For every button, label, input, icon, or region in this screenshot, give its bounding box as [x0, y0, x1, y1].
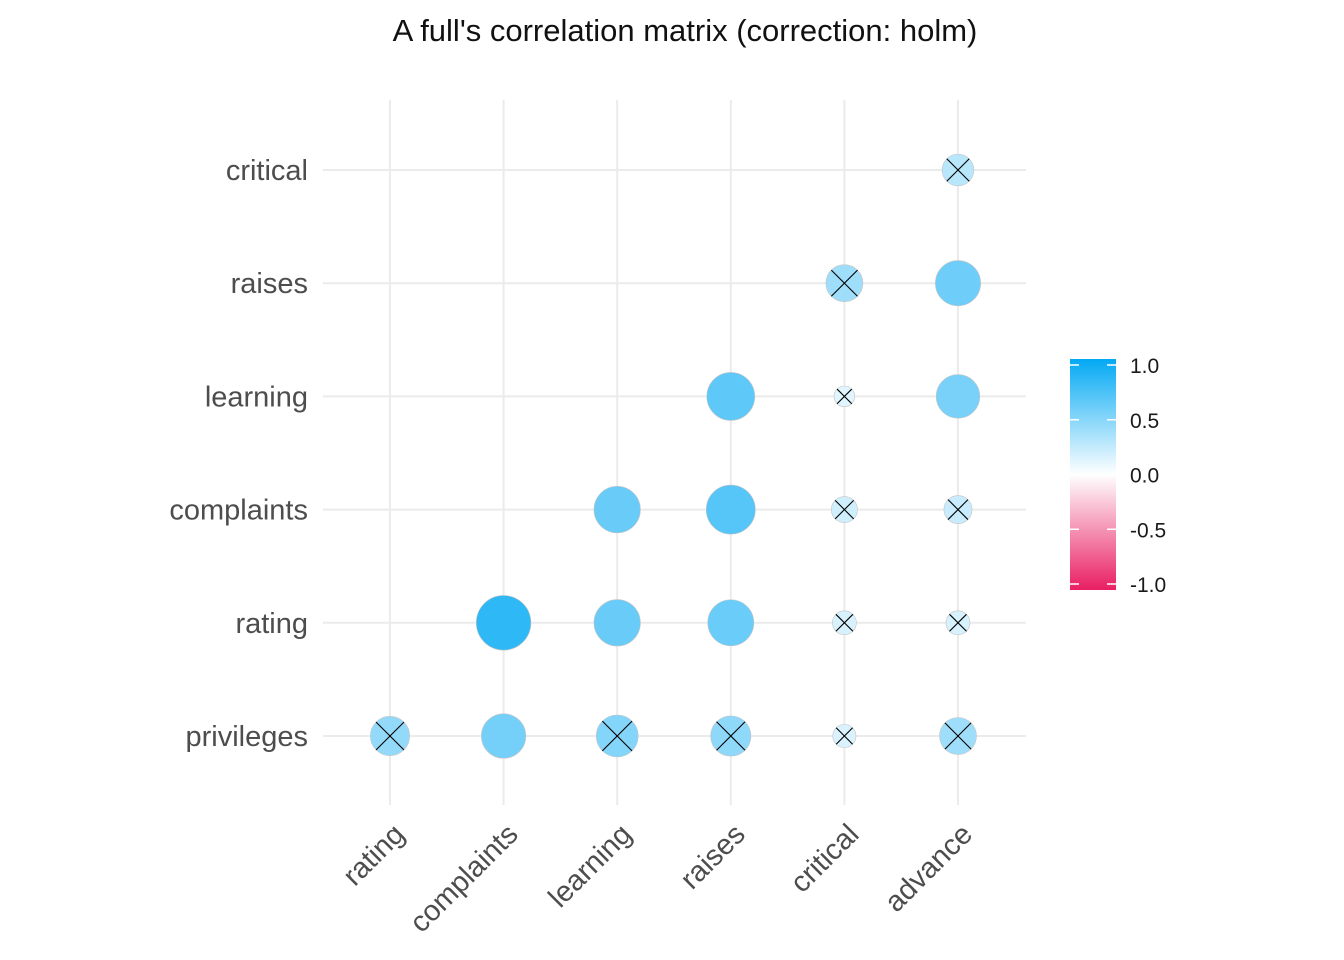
y-tick-label-learning: learning [205, 381, 308, 413]
correlation-circle [935, 260, 981, 307]
cell-rating-learning [593, 599, 641, 647]
non-significant-cross-line [836, 388, 853, 405]
cell-raises-critical [825, 264, 864, 302]
y-tick-label-critical: critical [226, 155, 308, 187]
x-tick-label-complaints: complaints [404, 818, 525, 939]
cells-layer [370, 153, 981, 759]
non-significant-cross-line [834, 499, 855, 520]
legend-tick-label: -0.5 [1130, 519, 1166, 542]
chart-title: A full's correlation matrix (correction:… [393, 13, 978, 48]
non-significant-cross-line [949, 613, 967, 632]
non-significant-cross-line [716, 721, 746, 751]
cell-critical-advance [941, 153, 975, 187]
cell-complaints-raises [705, 484, 756, 535]
cell-rating-complaints [475, 595, 532, 651]
correlation-circle [707, 599, 755, 647]
color-legend: 1.0 0.5 0.0 -0.5 -1.0 [1070, 355, 1166, 597]
cell-rating-critical [832, 610, 857, 636]
legend-tick-label: 0.0 [1130, 465, 1159, 488]
y-tick-label-raises: raises [231, 268, 308, 300]
x-tick-label-rating: rating [337, 818, 411, 892]
correlation-circle [706, 372, 756, 421]
grid-layer [323, 100, 1026, 805]
cell-privileges-learning [595, 714, 639, 758]
x-tick-label-advance: advance [879, 818, 979, 918]
correlation-circle [593, 486, 641, 534]
non-significant-cross-line [946, 158, 970, 182]
cell-privileges-critical [832, 724, 857, 748]
x-tick-label-learning: learning [543, 818, 639, 914]
non-significant-cross-line [944, 722, 972, 750]
y-tick-label-privileges: privileges [186, 721, 309, 753]
cell-learning-critical [833, 385, 856, 408]
non-significant-cross-line [375, 721, 405, 751]
cell-raises-advance [935, 260, 981, 307]
cell-learning-raises [706, 372, 756, 421]
correlation-circle [475, 595, 532, 651]
correlation-circle [481, 713, 527, 759]
correlation-circle [705, 484, 756, 535]
cell-complaints-critical [831, 496, 858, 523]
non-significant-cross-line [835, 727, 854, 745]
y-tick-label-rating: rating [235, 608, 308, 640]
y-tick-label-complaints: complaints [169, 495, 308, 527]
correlation-circle [593, 599, 641, 647]
cell-privileges-rating [370, 716, 410, 756]
legend-tick-label: -1.0 [1130, 574, 1166, 597]
cell-rating-advance [945, 610, 971, 636]
x-tick-label-critical: critical [785, 818, 866, 899]
cell-privileges-complaints [481, 713, 527, 759]
cell-privileges-raises [710, 715, 752, 757]
y-axis-tick-labels: privileges rating complaints learning raises… [169, 155, 308, 753]
cell-rating-raises [707, 599, 755, 647]
non-significant-cross-line [835, 613, 854, 632]
legend-tick-label: 1.0 [1130, 355, 1159, 378]
cell-learning-advance [935, 374, 981, 419]
cell-complaints-learning [593, 486, 641, 534]
legend-tick-label: 0.5 [1130, 410, 1159, 433]
non-significant-cross-line [601, 720, 633, 752]
cell-complaints-advance [943, 495, 973, 524]
x-tick-label-raises: raises [674, 818, 751, 895]
non-significant-cross-line [830, 269, 858, 297]
cell-privileges-advance [939, 717, 977, 755]
correlation-circle [935, 374, 981, 419]
non-significant-cross-line [947, 499, 969, 520]
